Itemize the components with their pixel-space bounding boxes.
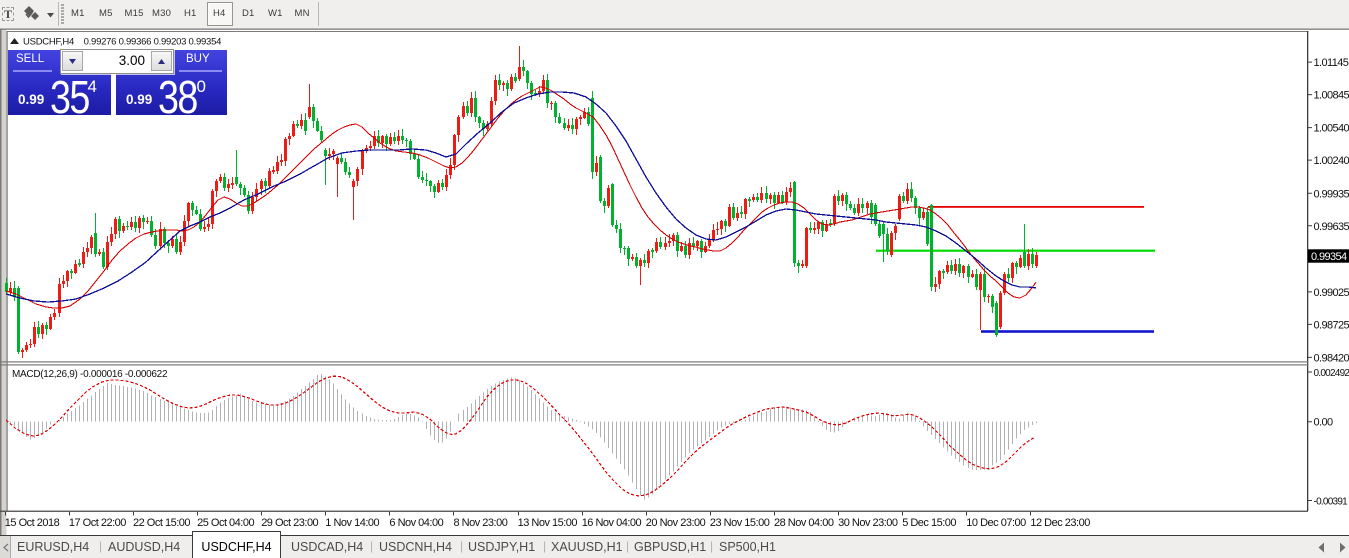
svg-text:16 Nov 04:00: 16 Nov 04:00 xyxy=(582,517,642,529)
svg-text:6 Nov 04:00: 6 Nov 04:00 xyxy=(389,517,443,529)
svg-text:5 Dec 15:00: 5 Dec 15:00 xyxy=(902,517,956,529)
svg-text:10 Dec 07:00: 10 Dec 07:00 xyxy=(966,517,1026,529)
svg-text:28 Nov 04:00: 28 Nov 04:00 xyxy=(774,517,834,529)
svg-text:0.002492: 0.002492 xyxy=(1314,368,1349,379)
svg-text:29 Oct 23:00: 29 Oct 23:00 xyxy=(261,517,318,529)
svg-text:1.00540: 1.00540 xyxy=(1314,123,1349,135)
svg-text:13 Nov 15:00: 13 Nov 15:00 xyxy=(518,517,578,529)
svg-text:15 Oct 2018: 15 Oct 2018 xyxy=(5,517,60,529)
svg-text:17 Oct 22:00: 17 Oct 22:00 xyxy=(69,517,126,529)
svg-text:0.00: 0.00 xyxy=(1314,417,1333,429)
svg-text:0.98725: 0.98725 xyxy=(1314,319,1349,331)
svg-text:1.00845: 1.00845 xyxy=(1314,90,1349,102)
svg-text:22 Oct 15:00: 22 Oct 15:00 xyxy=(133,517,190,529)
svg-text:MACD(12,26,9) -0.000016 -0.000: MACD(12,26,9) -0.000016 -0.000622 xyxy=(12,369,168,380)
svg-text:20 Nov 23:00: 20 Nov 23:00 xyxy=(646,517,706,529)
svg-text:1 Nov 14:00: 1 Nov 14:00 xyxy=(325,517,379,529)
svg-text:12 Dec 23:00: 12 Dec 23:00 xyxy=(1030,517,1090,529)
svg-text:25 Oct 04:00: 25 Oct 04:00 xyxy=(197,517,254,529)
svg-text:0.99935: 0.99935 xyxy=(1314,188,1349,200)
svg-text:0.99354: 0.99354 xyxy=(1311,251,1347,263)
svg-text:0.99635: 0.99635 xyxy=(1314,221,1349,233)
svg-text:8 Nov 23:00: 8 Nov 23:00 xyxy=(454,517,508,529)
svg-text:USDCHF,H4 0.99276 0.99366 0: USDCHF,H4 0.99276 0.99366 0.99203 0.9935… xyxy=(23,36,221,47)
svg-text:30 Nov 23:00: 30 Nov 23:00 xyxy=(838,517,898,529)
svg-text:1.01145: 1.01145 xyxy=(1314,57,1349,69)
svg-text:0.99025: 0.99025 xyxy=(1314,287,1349,299)
svg-text:0.98420: 0.98420 xyxy=(1314,352,1349,364)
svg-text:1.00240: 1.00240 xyxy=(1314,155,1349,167)
svg-text:-0.00391: -0.00391 xyxy=(1314,497,1349,508)
svg-text:23 Nov 15:00: 23 Nov 15:00 xyxy=(710,517,770,529)
